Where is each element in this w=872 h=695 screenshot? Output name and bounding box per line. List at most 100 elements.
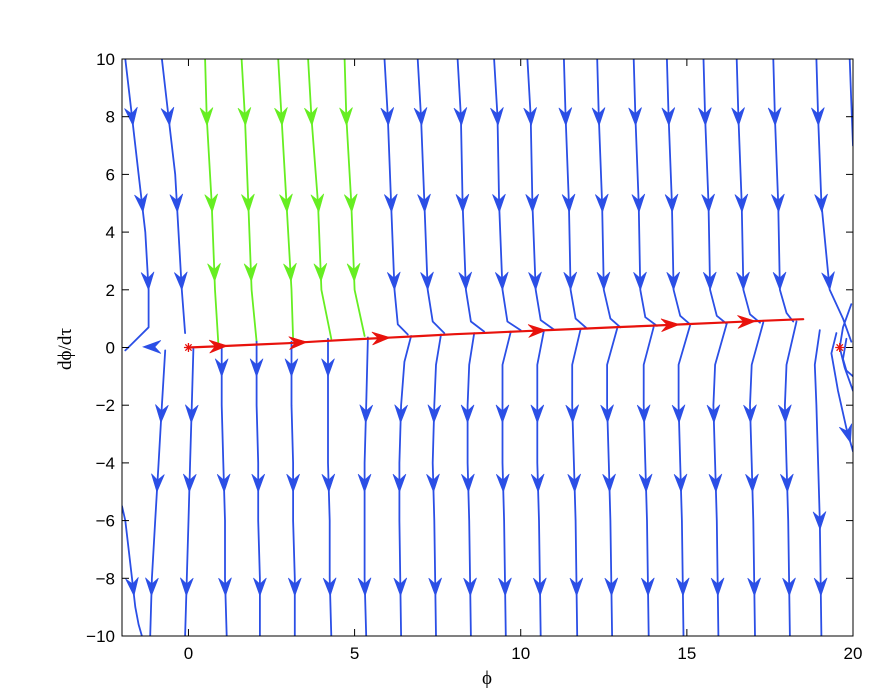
direction-arrow-3-2 [243,263,258,283]
direction-arrow-30-2 [427,404,442,424]
direction-arrow-17-2 [736,271,750,292]
direction-arrow-5-2 [313,263,328,283]
direction-arrow-41-1 [812,511,827,531]
direction-arrow-13-2 [596,271,611,292]
upper-trajectory-line-9 [456,59,486,333]
direction-arrow-27-0 [322,577,337,597]
direction-arrow-layer [124,106,853,597]
direction-arrow-34-2 [565,404,580,424]
direction-arrow-3-1 [241,193,255,214]
direction-arrow-0-1 [134,193,148,214]
direction-arrow-28-1 [357,473,372,493]
direction-arrow-1-1 [169,193,184,214]
x-tick-label-3: 15 [677,644,696,663]
direction-arrow-21-0 [125,577,139,597]
direction-arrow-22-0 [145,577,159,597]
direction-arrow-33-2 [530,404,545,424]
lower-trajectory-line-32 [501,330,512,636]
y-axis-label: dϕ/dτ [55,328,76,370]
direction-arrow-1-2 [174,271,188,292]
lower-trajectory-line-34 [571,328,582,636]
direction-arrow-2-0 [199,107,214,127]
direction-arrow-22-1 [151,473,165,493]
direction-arrow-28-2 [359,404,374,424]
upper-trajectory-line-10 [493,59,522,332]
direction-arrow-39-2 [743,404,757,424]
direction-arrow-40-0 [782,577,796,597]
lower-trajectory-line-30 [431,333,442,636]
y-axis-ticks: −10 −8 −6 −4 −2 0 2 4 6 8 10 [86,50,853,646]
upper-trajectory-line-12 [563,59,589,330]
leftward-arrow [142,340,162,354]
y-tick-label-6: 2 [106,281,115,300]
lower-trajectory-line-38 [712,322,728,636]
direction-arrow-32-1 [495,473,510,493]
direction-arrow-6-2 [346,263,361,283]
y-tick-label-3: −4 [96,454,115,473]
y-tick-label-1: −8 [96,569,115,588]
direction-arrow-5-0 [304,107,318,127]
direction-arrow-35-2 [600,404,614,424]
direction-arrow-13-1 [595,193,609,214]
direction-arrow-28-0 [357,577,372,597]
direction-arrow-38-2 [706,404,721,424]
direction-arrow-3-0 [237,107,252,127]
direction-arrow-18-1 [771,193,785,214]
y-tick-label-7: 4 [106,223,115,242]
direction-arrow-10-0 [490,107,504,127]
direction-arrow-32-2 [495,404,510,424]
direction-arrow-33-1 [530,473,545,493]
direction-arrow-4-2 [283,262,297,283]
direction-arrow-4-0 [274,107,288,127]
direction-arrow-11-1 [525,193,539,214]
direction-arrow-8-0 [413,107,428,127]
direction-arrow-22-2 [155,404,169,424]
orbit-arrow-45-5 [737,315,757,329]
orbit-arrow-45-1 [288,336,308,350]
x-tick-label-1: 5 [350,644,359,663]
direction-arrow-9-0 [453,107,468,127]
plot-frame [121,58,854,637]
direction-arrow-14-1 [631,193,646,214]
direction-arrow-19-1 [814,193,828,214]
direction-arrow-16-2 [703,271,717,292]
direction-arrow-2-1 [204,193,218,214]
direction-arrow-26-2 [284,358,299,378]
lower-trajectory-line-41 [813,329,823,636]
direction-arrow-7-2 [387,271,401,292]
direction-arrow-1-0 [160,106,175,127]
orbit-arrow-45-3 [527,324,548,338]
direction-arrow-29-0 [393,577,408,597]
direction-arrow-36-1 [638,473,653,493]
direction-arrow-36-2 [636,404,651,424]
upper-trajectory-line-15 [666,59,692,326]
upper-trajectory-line-11 [526,59,555,331]
direction-arrow-26-0 [287,577,302,597]
x-tick-label-2: 10 [511,644,530,663]
fixed-point-marker-1 [835,343,845,352]
direction-arrow-37-0 [675,577,690,597]
direction-arrow-12-0 [558,107,573,127]
direction-arrow-18-0 [767,107,782,127]
direction-arrow-0-2 [140,271,155,292]
direction-arrow-14-0 [628,107,642,127]
upper-trajectory-line-8 [416,59,446,335]
direction-arrow-24-1 [216,473,231,493]
direction-arrow-30-1 [426,473,440,493]
direction-arrow-23-0 [180,577,194,597]
upper-trajectory-line-14 [632,59,658,327]
upper-trajectory-line-20 [848,59,853,147]
direction-arrow-31-2 [460,404,475,424]
lower-trajectory-line-40 [784,320,798,636]
direction-arrow-39-0 [747,577,761,597]
direction-arrow-29-2 [394,404,408,424]
x-tick-label-4: 20 [844,644,863,663]
direction-arrow-32-0 [498,577,512,597]
orbit-arrow-45-4 [660,318,681,333]
direction-arrow-31-0 [463,577,477,597]
direction-arrow-5-1 [310,193,325,214]
direction-arrow-14-2 [633,271,647,292]
direction-arrow-18-2 [772,271,787,292]
y-tick-label-2: −6 [96,512,115,531]
